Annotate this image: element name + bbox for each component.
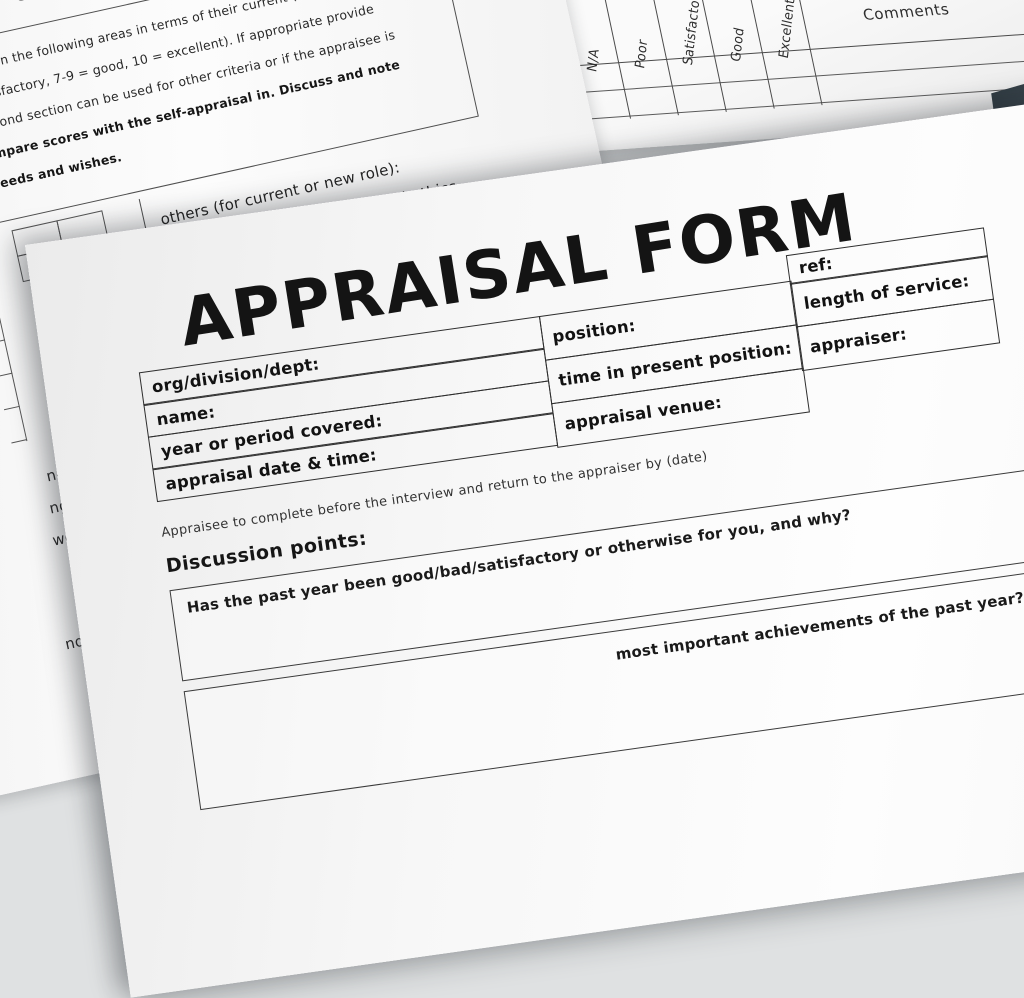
faint-list-number: 8.: [16, 0, 31, 5]
score-column-line: [0, 272, 29, 444]
rating-header-na: N/A: [585, 46, 603, 74]
info-table-middle-column: position: time in present position: appr…: [538, 280, 810, 448]
rating-header-poor: Poor: [632, 37, 652, 71]
